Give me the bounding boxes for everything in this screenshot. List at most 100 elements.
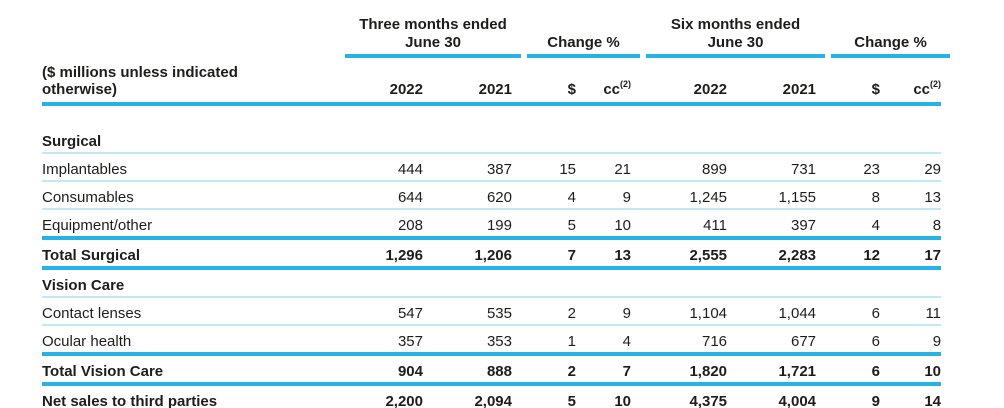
table-row: Ocular health 357 353 1 4 716 677 6 9 xyxy=(42,325,942,356)
cell-value: 7 xyxy=(576,354,632,386)
cell-value: 4 xyxy=(576,325,632,356)
cell-value: 2,283 xyxy=(727,238,817,270)
table-header: Three months ended June 30 Change % Six … xyxy=(42,14,951,106)
cell-value xyxy=(727,126,817,154)
cell-value xyxy=(345,126,423,154)
row-label: Total Surgical xyxy=(42,238,345,270)
cell-value: 1,155 xyxy=(727,181,817,210)
group-header-row: Three months ended June 30 Change % Six … xyxy=(42,14,951,58)
row-label: Net sales to third parties xyxy=(42,384,345,408)
col-header-2022-q: 2022 xyxy=(345,58,423,106)
table-row: Total Surgical 1,296 1,206 7 13 2,555 2,… xyxy=(42,238,942,270)
group-cell-six-months: Six months ended June 30 xyxy=(631,14,826,58)
col-header-cc-h: cc(2) xyxy=(880,58,942,106)
cell-value: 1 xyxy=(512,325,576,356)
cell-value: 1,721 xyxy=(727,354,817,386)
cell-value: 14 xyxy=(880,384,942,408)
cc-footnote-marker: (2) xyxy=(930,79,942,89)
cell-value: 5 xyxy=(512,209,576,240)
group-cell-three-months: Three months ended June 30 xyxy=(345,14,521,58)
cell-value: 644 xyxy=(345,181,423,210)
cell-value xyxy=(423,126,512,154)
cell-value: 535 xyxy=(423,297,512,326)
row-label: Implantables xyxy=(42,153,345,182)
cell-value: 4,375 xyxy=(631,384,728,408)
cell-value: 2 xyxy=(512,297,576,326)
cell-value: 9 xyxy=(880,325,942,356)
col-header-dollar-h: $ xyxy=(816,58,881,106)
cell-value: 8 xyxy=(816,181,881,210)
group-title-line: Change % xyxy=(547,34,620,51)
row-label: Vision Care xyxy=(42,268,345,298)
cell-value: 2,200 xyxy=(345,384,423,408)
column-header-row: ($ millions unless indicated otherwise) … xyxy=(42,58,942,106)
group-title-line: June 30 xyxy=(405,34,461,51)
cell-value: 397 xyxy=(727,209,817,240)
cell-value: 4,004 xyxy=(727,384,817,408)
cell-value: 444 xyxy=(345,153,423,182)
cell-value xyxy=(727,268,817,298)
sales-by-segment-table: Three months ended June 30 Change % Six … xyxy=(42,14,951,408)
cell-value: 10 xyxy=(576,209,632,240)
cell-value: 1,245 xyxy=(631,181,728,210)
table-row: Contact lenses 547 535 2 9 1,104 1,044 6… xyxy=(42,297,942,326)
col-header-2021-h: 2021 xyxy=(727,58,817,106)
table-body: Surgical Implantables 444 387 15 21 899 … xyxy=(42,104,942,408)
col-header-cc-q: cc(2) xyxy=(576,58,632,106)
cell-value xyxy=(816,268,881,298)
cell-value: 4 xyxy=(816,209,881,240)
cell-value: 9 xyxy=(816,384,881,408)
table-row: Consumables 644 620 4 9 1,245 1,155 8 13 xyxy=(42,181,942,210)
cell-value: 6 xyxy=(816,297,881,326)
group-title-three-months: Three months ended June 30 xyxy=(345,16,521,58)
table-row: Implantables 444 387 15 21 899 731 23 29 xyxy=(42,153,942,182)
cell-value: 2 xyxy=(512,354,576,386)
row-label: Consumables xyxy=(42,181,345,210)
group-title-line: Three months ended xyxy=(359,16,507,33)
row-label: Total Vision Care xyxy=(42,354,345,386)
cell-value: 10 xyxy=(576,384,632,408)
cell-value: 13 xyxy=(576,238,632,270)
cell-value: 13 xyxy=(880,181,942,210)
cell-value: 2,094 xyxy=(423,384,512,408)
cell-value xyxy=(880,268,942,298)
cell-value: 899 xyxy=(631,153,728,182)
group-header-empty-cell xyxy=(42,14,345,58)
col-header-2022-h: 2022 xyxy=(631,58,728,106)
cell-value xyxy=(423,268,512,298)
unit-note: ($ millions unless indicated otherwise) xyxy=(42,58,345,106)
cell-value: 357 xyxy=(345,325,423,356)
group-cell-change-q: Change % xyxy=(512,14,641,58)
cell-value: 411 xyxy=(631,209,728,240)
col-header-dollar-q: $ xyxy=(512,58,576,106)
table-row: Vision Care xyxy=(42,268,942,298)
group-title-change-h: Change % xyxy=(831,34,951,58)
cc-label: cc xyxy=(603,81,621,98)
cell-value: 547 xyxy=(345,297,423,326)
cell-value xyxy=(512,126,576,154)
cell-value: 1,044 xyxy=(727,297,817,326)
row-label: Contact lenses xyxy=(42,297,345,326)
cell-value: 1,820 xyxy=(631,354,728,386)
table-row: Surgical xyxy=(42,126,942,154)
unit-note-line: otherwise) xyxy=(42,81,118,98)
spacer-cell xyxy=(42,104,941,126)
cc-label: cc xyxy=(913,81,931,98)
cell-value xyxy=(576,126,632,154)
cell-value: 4 xyxy=(512,181,576,210)
cell-value: 23 xyxy=(816,153,881,182)
cell-value: 6 xyxy=(816,354,881,386)
cell-value: 199 xyxy=(423,209,512,240)
cell-value: 387 xyxy=(423,153,512,182)
cell-value: 9 xyxy=(576,297,632,326)
cell-value: 904 xyxy=(345,354,423,386)
unit-note-line: ($ millions unless indicated xyxy=(42,64,238,81)
cell-value: 5 xyxy=(512,384,576,408)
cell-value: 29 xyxy=(880,153,942,182)
cell-value xyxy=(631,268,728,298)
cell-value: 7 xyxy=(512,238,576,270)
table-row: Total Vision Care 904 888 2 7 1,820 1,72… xyxy=(42,354,942,386)
table-row: Net sales to third parties 2,200 2,094 5… xyxy=(42,384,942,408)
group-title-line: Change % xyxy=(854,34,927,51)
